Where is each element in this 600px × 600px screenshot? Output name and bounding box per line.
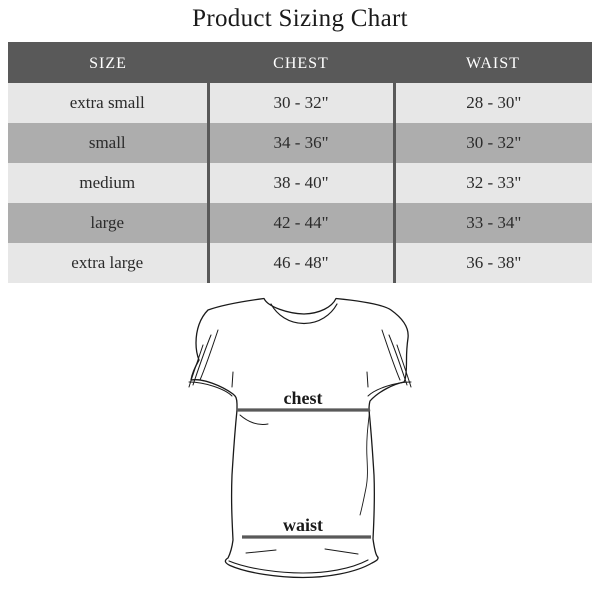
svg-text:waist: waist (283, 515, 323, 535)
svg-text:chest: chest (284, 388, 323, 408)
